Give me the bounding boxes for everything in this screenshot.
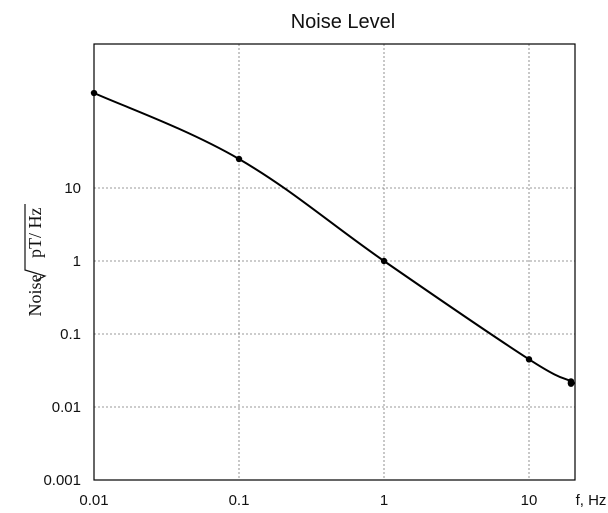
series-line: [93, 92, 576, 385]
grid-lines: [94, 44, 575, 480]
data-point: [567, 380, 575, 387]
sqrt-symbol: [24, 204, 47, 281]
x-tick-label: 0.01: [79, 492, 108, 509]
y-tick-labels: 0.001 0.01 0.1 1 10: [43, 180, 81, 489]
x-tick-label: 10: [521, 492, 538, 509]
data-point: [235, 155, 243, 163]
x-tick-label: 1: [380, 492, 388, 509]
y-tick-label: 0.001: [43, 472, 81, 489]
plot-frame: [93, 43, 576, 481]
y-tick-label: 0.01: [52, 399, 81, 416]
svg-text:Noise pT/ Hz: Noise pT/ Hz: [25, 207, 45, 316]
series-points: [90, 89, 575, 387]
data-point: [380, 257, 388, 265]
data-point: [90, 89, 98, 97]
y-axis-label-unit: pT/ Hz: [25, 207, 45, 257]
x-tick-label: 0.1: [229, 492, 250, 509]
y-axis-label: Noise pT/ Hz: [24, 204, 47, 316]
y-tick-label: 0.1: [60, 326, 81, 343]
y-tick-label: 1: [73, 253, 81, 270]
y-tick-label: 10: [64, 180, 81, 197]
y-axis-label-text: Noise: [25, 274, 45, 316]
x-axis-label: f, Hz: [576, 492, 607, 509]
data-point: [525, 356, 533, 363]
chart-title: Noise Level: [291, 11, 396, 33]
x-tick-labels: 0.010.1110100100010000: [79, 492, 538, 509]
